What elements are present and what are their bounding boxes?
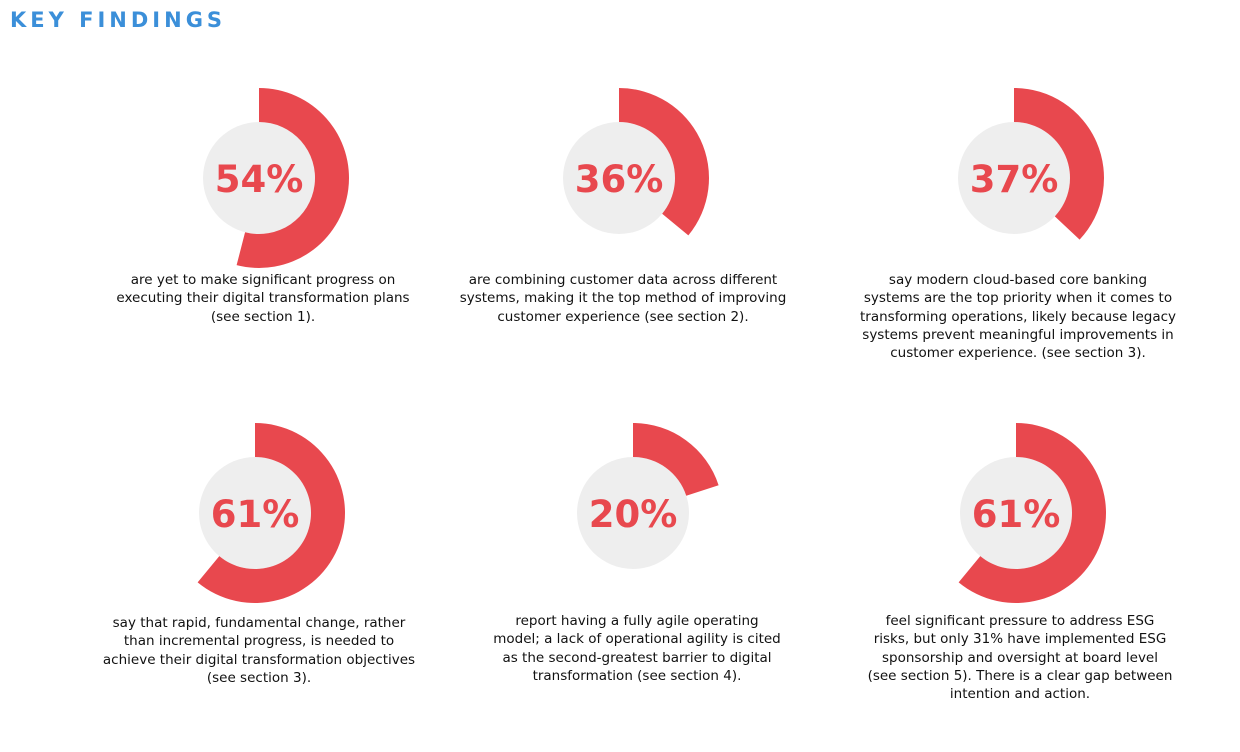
description-line: systems are the top priority when it com… [863, 290, 1173, 307]
finding-description-6: feel significant pressure to address ESG… [820, 612, 1220, 703]
donut-chart-6: 61% [958, 423, 1106, 603]
donut-background-2 [563, 122, 675, 234]
donut-background-3 [958, 122, 1070, 234]
donut-chart-3: 37% [958, 88, 1104, 240]
description-line: transforming operations, likely because … [859, 308, 1177, 325]
donut-arc-2 [619, 88, 709, 236]
description-line: achieve their digital transformation obj… [102, 651, 416, 668]
description-line: intention and action. [949, 686, 1091, 703]
percent-label-1: 54% [215, 158, 304, 201]
donut-arc-1 [236, 88, 349, 268]
description-line: are yet to make significant progress on [130, 272, 396, 288]
description-line: (see section 5). There is a clear gap be… [867, 667, 1173, 684]
description-line: (see section 1). [210, 308, 316, 325]
description-line: executing their digital transformation p… [116, 290, 410, 307]
percent-label-6: 61% [972, 493, 1061, 536]
donut-chart-4: 61% [197, 423, 345, 603]
donut-background-4 [199, 457, 311, 569]
donut-chart-1: 54% [203, 88, 349, 268]
donut-arc-5 [633, 423, 719, 496]
finding-description-5: report having a fully agile operating mo… [437, 612, 837, 685]
description-line: customer experience (see section 2). [497, 308, 749, 325]
description-line: are combining customer data across diffe… [468, 272, 778, 288]
finding-card-5: 20% report having a fully agile operatin… [437, 423, 837, 723]
finding-card-2: 36% are combining customer data across d… [423, 88, 823, 388]
finding-description-4: say that rapid, fundamental change, rath… [59, 614, 459, 687]
description-line: systems prevent meaningful improvements … [862, 326, 1174, 343]
description-line: model; a lack of operational agility is … [493, 631, 781, 648]
finding-description-1: are yet to make significant progress on … [63, 271, 463, 326]
description-line: (see section 3). [206, 669, 312, 686]
donut-background-6 [960, 457, 1072, 569]
percent-label-5: 20% [589, 493, 678, 536]
donut-background-1 [203, 122, 315, 234]
description-line: systems, making it the top method of imp… [459, 290, 787, 307]
donut-arc-4 [197, 423, 345, 603]
description-line: say modern cloud-based core banking [888, 272, 1148, 288]
description-line: than incremental progress, is needed to [123, 633, 395, 650]
percent-label-4: 61% [211, 493, 300, 536]
description-line: customer experience. (see section 3). [890, 345, 1146, 362]
finding-description-3: say modern cloud-based core banking syst… [818, 271, 1218, 362]
donut-chart-2: 36% [563, 88, 709, 236]
donut-chart-5: 20% [577, 423, 719, 569]
description-line: feel significant pressure to address ESG [885, 613, 1155, 629]
description-line: transformation (see section 4). [532, 667, 742, 684]
finding-card-3: 37% say modern cloud-based core banking … [818, 88, 1218, 388]
finding-card-1: 54% are yet to make significant progress… [63, 88, 463, 388]
description-line: say that rapid, fundamental change, rath… [112, 615, 406, 631]
description-line: risks, but only 31% have implemented ESG [873, 631, 1167, 648]
donut-arc-6 [958, 423, 1106, 603]
percent-label-2: 36% [575, 158, 664, 201]
description-line: sponsorship and oversight at board level [882, 649, 1158, 666]
description-line: report having a fully agile operating [515, 613, 759, 629]
percent-label-3: 37% [970, 158, 1059, 201]
finding-card-6: 61% feel significant pressure to address… [820, 423, 1220, 723]
finding-description-2: are combining customer data across diffe… [423, 271, 823, 326]
page-title: KEY FINDINGS [10, 8, 227, 32]
description-line: as the second-greatest barrier to digita… [502, 649, 772, 666]
donut-arc-3 [1014, 88, 1104, 240]
finding-card-4: 61% say that rapid, fundamental change, … [59, 423, 459, 723]
donut-background-5 [577, 457, 689, 569]
